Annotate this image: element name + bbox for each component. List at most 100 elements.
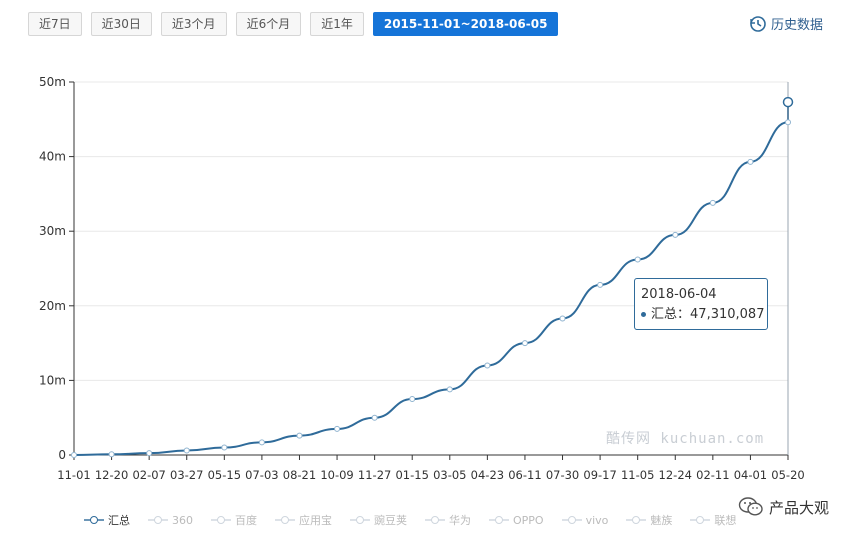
data-point [296,432,303,439]
data-point [484,362,491,369]
x-tick-label: 04-01 [734,468,767,482]
legend-item-4[interactable]: 豌豆荚 [350,512,407,528]
data-point [785,119,791,126]
data-point [521,340,528,347]
y-tick-label: 0 [58,448,66,462]
range-button-0[interactable]: 近7日 [28,12,82,36]
x-tick-label: 05-20 [771,468,804,482]
x-tick-label: 02-07 [132,468,165,482]
legend-label: 应用宝 [299,514,332,527]
y-tick-label: 10m [39,373,66,387]
data-point [747,158,754,165]
legend-line-icon [350,516,370,524]
x-tick-label: 11-27 [358,468,391,482]
legend-item-7[interactable]: vivo [561,513,609,527]
history-data-label: 历史数据 [770,18,823,33]
legend-label: 联想 [714,514,737,527]
legend-item-5[interactable]: 华为 [425,512,471,528]
tooltip-series-name: 汇总 [651,307,678,322]
legend-label: 华为 [449,514,471,527]
history-data-link[interactable]: 历史数据 [749,14,823,33]
legend-item-1[interactable]: 360 [148,514,193,527]
y-tick-label: 40m [39,150,66,164]
data-point [258,439,265,446]
date-range-toolbar: 近7日 近30日 近3个月 近6个月 近1年 2015-11-01~2018-06-05 [28,12,559,36]
x-tick-label: 09-17 [583,468,616,482]
y-tick-label: 20m [39,299,66,313]
x-tick-label: 01-15 [395,468,428,482]
x-tick-label: 06-11 [508,468,541,482]
legend-item-0[interactable]: 汇总 [84,512,130,528]
y-tick-label: 30m [39,224,66,238]
range-button-1[interactable]: 近30日 [90,12,152,36]
x-tick-label: 10-09 [320,468,353,482]
legend-line-icon [84,516,104,524]
series-line-汇总 [73,102,789,456]
legend-line-icon [425,516,445,524]
data-point [183,447,190,454]
range-button-3[interactable]: 近6个月 [235,12,302,36]
data-point [108,451,115,458]
tooltip-value-row: 汇总：47,310,087 [641,305,767,325]
x-tick-label: 04-23 [471,468,504,482]
legend-item-3[interactable]: 应用宝 [275,512,332,528]
x-tick-label: 02-11 [696,468,729,482]
range-button-4[interactable]: 近1年 [310,12,364,36]
tooltip-date: 2018-06-04 [641,287,717,302]
y-tick-label: 50m [39,75,66,89]
legend-label: 汇总 [108,514,130,527]
x-tick-label: 12-20 [95,468,128,482]
x-tick-label: 11-05 [621,468,654,482]
legend-label: vivo [585,513,609,527]
chart-legend: 汇总 360 百度 应用宝 豌豆荚 华为 OPPO vivo 魅族 联想 [84,512,736,528]
legend-line-icon [148,516,168,524]
legend-item-6[interactable]: OPPO [489,514,544,527]
legend-line-icon [690,516,711,524]
legend-line-icon [626,516,647,524]
legend-label: 豌豆荚 [374,514,407,527]
legend-line-icon [561,516,582,524]
data-point [409,396,416,403]
x-tick-label: 11-01 [57,468,90,482]
x-tick-label: 03-05 [433,468,466,482]
data-point [221,444,228,451]
wechat-icon [738,497,763,516]
data-point [782,96,794,108]
x-tick-label: 07-03 [245,468,278,482]
legend-line-icon [275,516,295,524]
cumulative-downloads-chart: 0 10m 20m 30m 40m 50m 11-01 12-20 02-07 03-27 05-1… [39,75,805,482]
data-point [334,425,341,432]
data-point [709,199,716,206]
legend-line-icon [211,516,231,524]
x-tick-label: 03-27 [170,468,203,482]
brand-badge: 产品大观 [738,496,829,518]
tooltip-series-dot [641,312,646,317]
history-clock-icon [750,15,766,32]
x-tick-label: 05-15 [208,468,241,482]
data-point [371,414,378,421]
brand-name: 产品大观 [768,498,829,517]
data-point [597,281,604,288]
watermark-text: 酷传网 kuchuan.com [606,431,765,447]
legend-label: 魅族 [650,514,673,527]
data-point [672,231,679,238]
data-point [559,315,566,322]
data-point [71,452,77,458]
chart-tooltip: 2018-06-04 汇总：47,310,087 [634,278,768,330]
data-point [146,450,153,457]
legend-label: 360 [172,513,193,527]
legend-item-2[interactable]: 百度 [211,512,257,528]
data-point [634,256,641,263]
legend-item-9[interactable]: 联想 [690,512,736,528]
x-tick-label: 12-24 [659,468,692,482]
range-button-5[interactable]: 2015-11-01~2018-06-05 [372,12,559,36]
legend-label: 百度 [235,514,257,527]
legend-item-8[interactable]: 魅族 [626,512,672,528]
legend-line-icon [489,516,509,524]
x-tick-label: 07-30 [546,468,579,482]
x-tick-label: 08-21 [283,468,316,482]
tooltip-colon: ： [677,307,691,322]
legend-label: OPPO [513,513,544,527]
tooltip-value: 47,310,087 [690,307,765,322]
range-button-2[interactable]: 近3个月 [160,12,227,36]
